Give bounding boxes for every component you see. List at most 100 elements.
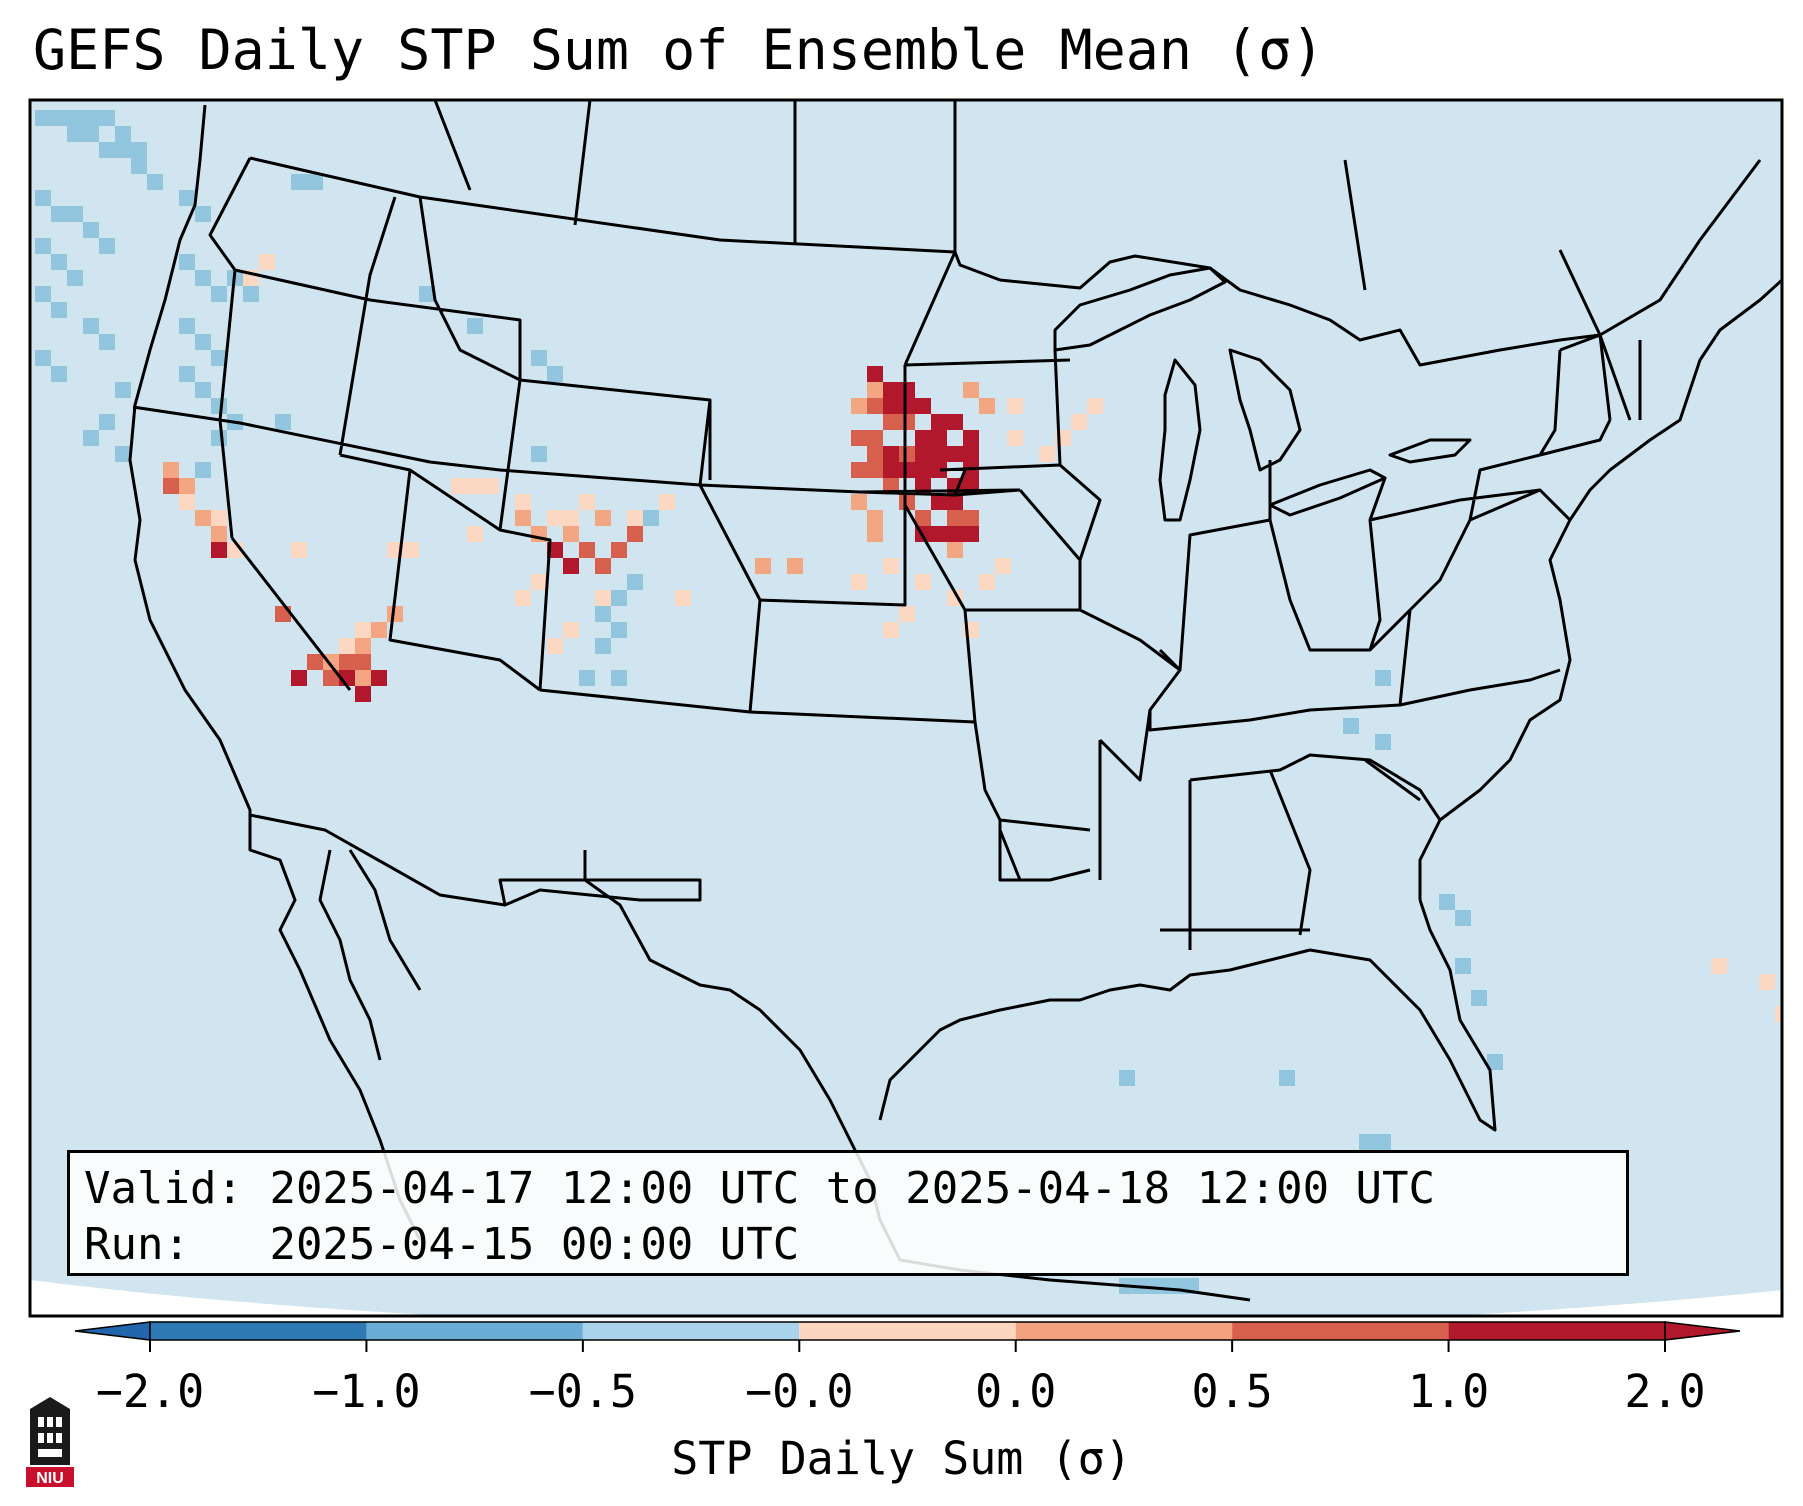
stp-cell (515, 590, 531, 606)
lake-ontario (1388, 438, 1472, 464)
state-borders (132, 157, 1642, 950)
stp-cell (291, 542, 307, 558)
valid-value: 2025-04-17 12:00 UTC to 2025-04-18 12:00… (269, 1163, 1436, 1214)
stp-cell (179, 190, 195, 206)
stp-cell (467, 318, 483, 334)
stp-cell (851, 430, 867, 446)
stp-cell (659, 494, 675, 510)
stp-cell (291, 670, 307, 686)
stp-cell (595, 510, 611, 526)
stp-cell (515, 494, 531, 510)
stp-cell (963, 430, 979, 446)
stp-cell (1343, 718, 1359, 734)
stp-cell (883, 558, 899, 574)
stp-cell (339, 654, 355, 670)
stp-cell (627, 526, 643, 542)
stp-cell (131, 158, 147, 174)
stp-cell (1007, 398, 1023, 414)
stp-cell (83, 110, 99, 126)
stp-cell (1007, 430, 1023, 446)
stp-cell (1439, 894, 1455, 910)
valid-label: Valid: (84, 1163, 243, 1214)
stp-cell (531, 350, 547, 366)
stp-cell (147, 174, 163, 190)
stp-cell (195, 334, 211, 350)
stp-cell (531, 446, 547, 462)
colorbar-tick-label: 0.0 (975, 1365, 1057, 1418)
stp-cell (211, 350, 227, 366)
stp-cell (883, 446, 899, 462)
stp-cell (643, 510, 659, 526)
stp-cell (883, 478, 899, 494)
stp-cell (355, 622, 371, 638)
stp-cell (83, 318, 99, 334)
stp-cell (467, 478, 483, 494)
stp-cell (515, 510, 531, 526)
stp-cell (451, 478, 467, 494)
stp-cell (787, 558, 803, 574)
mexico-border (249, 813, 702, 907)
stp-cell (947, 542, 963, 558)
stp-cell (883, 398, 899, 414)
stp-cell (675, 590, 691, 606)
stp-cell (115, 382, 131, 398)
stp-cell (1279, 1070, 1295, 1086)
stp-cell (547, 510, 563, 526)
stp-cell (915, 574, 931, 590)
stp-cell (339, 638, 355, 654)
plot-frame (28, 98, 1784, 1318)
stp-cell (867, 366, 883, 382)
stp-cell (563, 622, 579, 638)
stp-cell (899, 398, 915, 414)
stp-cell (467, 526, 483, 542)
stp-cell (51, 110, 67, 126)
stp-cell (195, 270, 211, 286)
stp-cell (51, 254, 67, 270)
stp-cell (947, 494, 963, 510)
stp-cell (963, 510, 979, 526)
stp-cell (915, 462, 931, 478)
stp-cell (1487, 1054, 1503, 1070)
lake-superior (1053, 266, 1227, 352)
stp-cell (883, 462, 899, 478)
stp-cell (867, 382, 883, 398)
stp-cell (211, 398, 227, 414)
stp-cell (51, 206, 67, 222)
stp-cell (867, 398, 883, 414)
stp-cell (35, 190, 51, 206)
run-value: 2025-04-15 00:00 UTC (269, 1219, 800, 1270)
stp-cell (243, 286, 259, 302)
stp-cell (563, 526, 579, 542)
stp-cell (595, 558, 611, 574)
stp-cell (403, 542, 419, 558)
stp-cell (211, 510, 227, 526)
stp-cell (99, 110, 115, 126)
stp-cell (67, 110, 83, 126)
stp-cell (947, 526, 963, 542)
stp-cell (195, 462, 211, 478)
canada-border (249, 156, 1762, 367)
stp-cell (355, 654, 371, 670)
stp-cell (51, 302, 67, 318)
stp-cell (355, 686, 371, 702)
stp-cell (1375, 734, 1391, 750)
map-title: GEFS Daily STP Sum of Ensemble Mean (σ) (33, 18, 1325, 82)
stp-cell (1151, 1278, 1167, 1294)
stp-cell (1711, 958, 1727, 974)
stp-cell (899, 446, 915, 462)
projection-domain (30, 100, 1782, 1316)
stp-cell (915, 446, 931, 462)
stp-cell (1375, 670, 1391, 686)
stp-cell (179, 366, 195, 382)
stp-cell (115, 446, 131, 462)
colorbar-tick-label: −0.5 (528, 1365, 638, 1418)
stp-cell (931, 526, 947, 542)
stp-cell (1775, 1006, 1782, 1022)
stp-cell (99, 414, 115, 430)
colorbar-tick-label: −2.0 (95, 1365, 205, 1418)
colorbar-tick-label: 0.5 (1191, 1365, 1273, 1418)
stp-cell (899, 606, 915, 622)
stp-cell (947, 510, 963, 526)
stp-cell (355, 638, 371, 654)
stp-cell (627, 510, 643, 526)
